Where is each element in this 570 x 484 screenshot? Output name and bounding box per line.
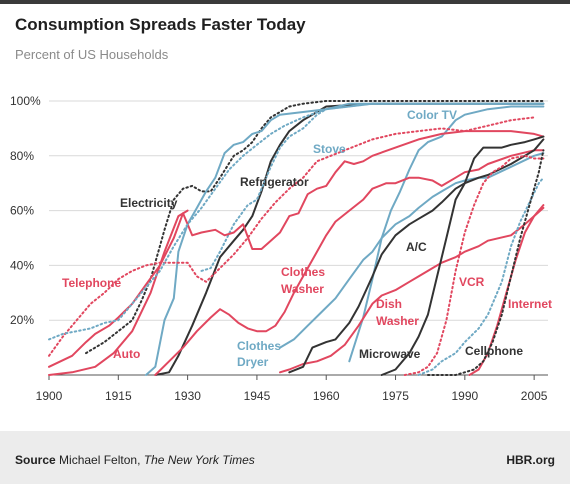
y-tick-label: 40% (10, 258, 34, 272)
label-microwave: Microwave (359, 347, 421, 361)
label-clothes-washer-2: Washer (281, 282, 324, 296)
y-tick-label: 20% (10, 313, 34, 327)
label-cellphone: Cellphone (465, 344, 523, 358)
label-electricity: Electricity (120, 196, 178, 210)
label-telephone: Telephone (62, 276, 121, 290)
series-line-vcr (403, 154, 545, 376)
series-line-telephone (48, 130, 545, 368)
x-tick-label: 1930 (174, 389, 201, 403)
series-line-auto-dotted- (48, 116, 536, 357)
series-line-microwave (380, 135, 545, 376)
series-line-electricity-blue- (48, 102, 545, 341)
label-clothes-washer-1: Clothes (281, 265, 325, 279)
label-stove: Stove (313, 142, 346, 156)
label-clothes-dryer-2: Dryer (237, 355, 269, 369)
series-line-electricity (85, 100, 545, 355)
x-tick-label: 1975 (382, 389, 409, 403)
label-auto: Auto (113, 347, 140, 361)
series-line-cellphone (426, 149, 545, 376)
x-tick-label: 2005 (521, 389, 548, 403)
series-line-a-c (288, 138, 545, 374)
x-tick-label: 1945 (244, 389, 271, 403)
x-axis-ticks: 1900 1915 1930 1945 1960 1975 1990 2005 (36, 375, 548, 403)
label-clothes-dryer-1: Clothes (237, 339, 281, 353)
source-author: Michael Felton, (59, 453, 141, 467)
series-line-clothes-dryer (279, 152, 545, 349)
y-tick-label: 100% (10, 94, 41, 108)
label-dish-washer-2: Washer (376, 314, 419, 328)
label-color-tv: Color TV (407, 108, 457, 122)
label-refrigerator: Refrigerator (240, 175, 309, 189)
series-line-dish-washer (279, 206, 545, 374)
series-labels: Electricity Refrigerator Color TV Stove … (62, 108, 552, 369)
series-line-auto (48, 209, 189, 376)
source-label: Source (15, 453, 56, 467)
label-ac: A/C (406, 240, 427, 254)
y-tick-label: 60% (10, 204, 34, 218)
x-tick-label: 1960 (313, 389, 340, 403)
label-dish-washer-1: Dish (376, 297, 402, 311)
brand-logo-text: HBR.org (506, 453, 555, 467)
source-publication: The New York Times (143, 453, 255, 467)
y-tick-label: 80% (10, 149, 34, 163)
x-tick-label: 1900 (36, 389, 63, 403)
footer-bar: Source Michael Felton, The New York Time… (0, 431, 570, 484)
chart-subtitle: Percent of US Households (15, 47, 169, 62)
series-line-refrigerator (154, 102, 545, 376)
x-tick-label: 1990 (451, 389, 478, 403)
top-accent-bar (0, 0, 570, 4)
series-line-radio (145, 102, 545, 376)
series-lines (48, 100, 545, 376)
y-axis-ticks: 20% 40% 60% 80% 100% (10, 94, 41, 327)
source-credit: Source Michael Felton, The New York Time… (15, 453, 255, 467)
label-internet: Internet (508, 297, 552, 311)
x-tick-label: 1915 (105, 389, 132, 403)
chart-title: Consumption Spreads Faster Today (15, 15, 306, 34)
series-line-clothes-washer (154, 149, 545, 376)
series-line-color-tv (348, 105, 545, 363)
line-chart: 20% 40% 60% 80% 100% 1900 1915 1930 1945 1960 197… (10, 94, 552, 403)
label-vcr: VCR (459, 275, 485, 289)
